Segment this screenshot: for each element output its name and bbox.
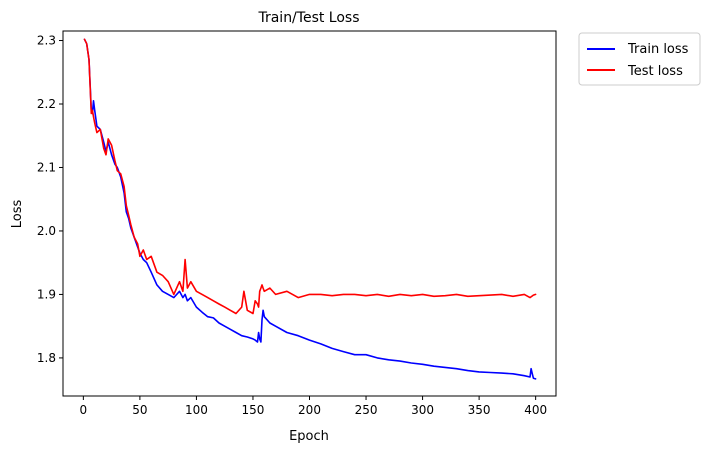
legend-label-train: Train loss <box>627 42 689 57</box>
x-axis-label: Epoch <box>289 429 329 444</box>
series-layer <box>83 38 537 380</box>
y-tick-label: 1.8 <box>37 351 56 365</box>
y-tick-label: 2.1 <box>37 160 56 174</box>
x-tick-label: 100 <box>185 403 208 417</box>
x-tick-label: 400 <box>524 403 547 417</box>
x-tick-label: 200 <box>298 403 321 417</box>
y-axis-label: Loss <box>10 200 25 229</box>
legend: Train loss Test loss <box>578 32 701 86</box>
chart-title: Train/Test Loss <box>257 10 359 26</box>
y-tick-label: 1.9 <box>37 287 56 301</box>
x-tick-label: 50 <box>132 403 147 417</box>
y-tick-label: 2.2 <box>37 97 56 111</box>
series-line-test <box>83 38 537 315</box>
x-tick-label: 350 <box>468 403 491 417</box>
x-tick-label: 0 <box>80 403 88 417</box>
x-tick-label: 150 <box>242 403 265 417</box>
y-axis-ticks: 1.8 1.9 2.0 2.1 2.2 2.3 <box>37 34 63 365</box>
legend-box <box>578 32 701 86</box>
y-tick-label: 2.0 <box>37 224 56 238</box>
x-tick-label: 250 <box>355 403 378 417</box>
y-tick-label: 2.3 <box>37 34 56 48</box>
legend-label-test: Test loss <box>627 64 683 79</box>
x-axis-ticks: 0 50 100 150 200 250 300 350 400 <box>80 396 547 417</box>
x-tick-label: 300 <box>411 403 434 417</box>
